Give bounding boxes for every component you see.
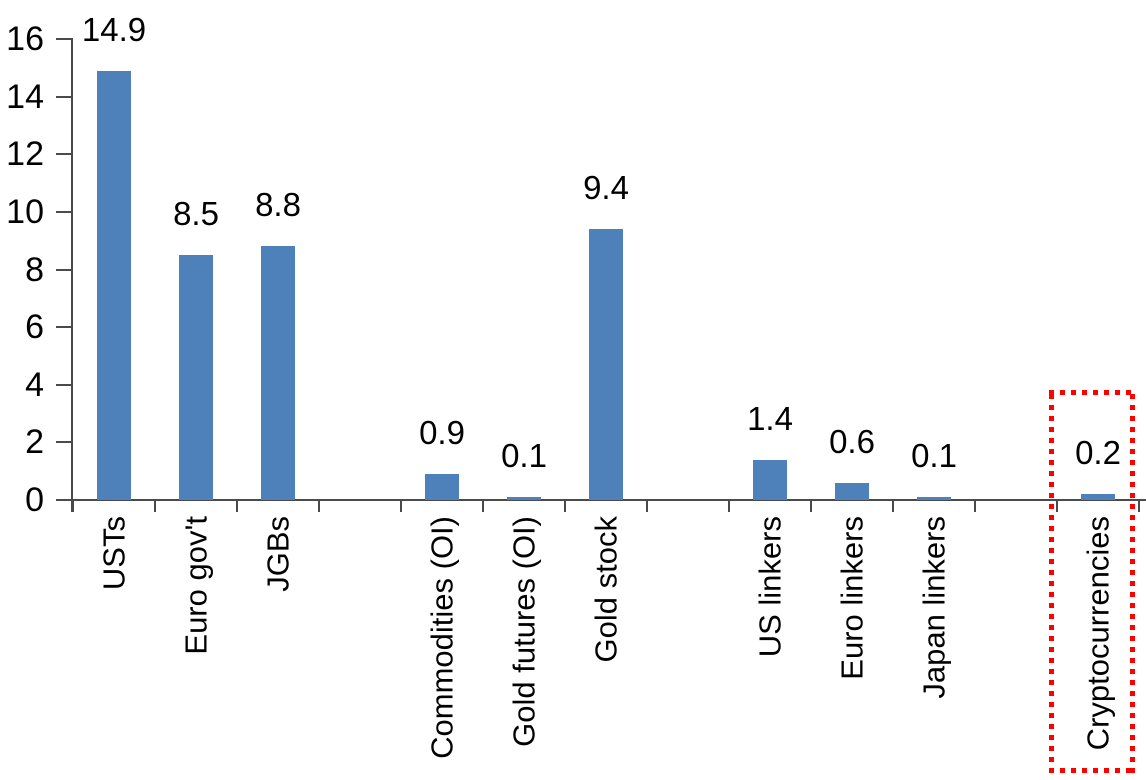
y-axis-tick-label: 0 <box>25 481 44 519</box>
value-label-gold-futures-oi: 0.1 <box>501 437 547 475</box>
x-axis-tick <box>646 500 648 512</box>
x-axis-tick <box>1138 500 1140 512</box>
x-axis-tick <box>482 500 484 512</box>
y-axis-tick <box>56 441 73 444</box>
category-label-text-japan-linkers: Japan linkers <box>916 516 952 699</box>
y-axis-tick <box>56 499 73 501</box>
y-axis-tick <box>56 210 73 213</box>
y-axis-tick <box>56 268 73 271</box>
bar-usts <box>97 70 131 500</box>
category-label-text-commodities-oi: Commodities (OI) <box>424 516 460 759</box>
value-label-japan-linkers: 0.1 <box>911 437 957 475</box>
value-label-usts: 14.9 <box>81 10 147 48</box>
y-axis-line <box>71 39 73 512</box>
y-axis-tick <box>56 95 73 98</box>
y-axis-tick <box>56 383 73 386</box>
value-label-euro-linkers: 0.6 <box>829 422 875 460</box>
x-axis-tick <box>400 500 402 512</box>
x-axis-tick <box>728 500 730 512</box>
value-label-euro-gov-t: 8.5 <box>173 195 219 233</box>
bar-japan-linkers <box>917 497 951 500</box>
category-label-text-jgbs: JGBs <box>260 516 296 592</box>
x-axis-tick <box>318 500 320 512</box>
category-label-text-us-linkers: US linkers <box>752 516 788 658</box>
category-label-text-euro-gov-t: Euro gov't <box>178 516 214 655</box>
x-axis-tick <box>564 500 566 512</box>
y-axis-tick-label: 10 <box>6 192 44 231</box>
y-axis-tick-label: 16 <box>6 20 44 58</box>
x-axis-tick <box>974 500 976 512</box>
y-axis-tick-label: 14 <box>6 77 44 116</box>
bar-euro-linkers <box>835 482 869 500</box>
y-axis-tick-label: 12 <box>6 135 44 174</box>
category-label-text-gold-stock: Gold stock <box>588 516 624 663</box>
y-axis-tick-label: 6 <box>25 308 44 347</box>
y-axis-tick <box>56 153 73 156</box>
y-axis-tick <box>56 326 73 329</box>
x-axis-tick <box>810 500 812 512</box>
x-axis-tick <box>236 500 238 512</box>
value-label-us-linkers: 1.4 <box>747 399 793 437</box>
x-axis-tick <box>892 500 894 512</box>
y-axis-tick-label: 4 <box>25 365 44 404</box>
category-label-text-gold-futures-oi: Gold futures (OI) <box>506 516 542 747</box>
bar-us-linkers <box>753 459 787 500</box>
y-axis-tick <box>56 38 73 40</box>
value-label-jgbs: 8.8 <box>255 186 301 224</box>
x-axis-line <box>71 499 1146 501</box>
category-label-text-euro-linkers: Euro linkers <box>834 516 870 680</box>
value-label-gold-stock: 9.4 <box>583 169 629 207</box>
bar-jgbs <box>261 246 295 500</box>
x-axis-tick <box>72 500 74 512</box>
bar-euro-gov-t <box>179 255 213 500</box>
highlight-box <box>1049 390 1135 773</box>
bar-gold-futures-oi <box>507 497 541 500</box>
y-axis-tick-label: 8 <box>25 250 44 289</box>
bar-gold-stock <box>589 229 623 500</box>
y-axis-tick-label: 2 <box>25 423 44 462</box>
category-label-text-usts: USTs <box>96 516 132 591</box>
bar-commodities-oi <box>425 474 459 500</box>
x-axis-tick <box>154 500 156 512</box>
value-label-commodities-oi: 0.9 <box>419 414 465 452</box>
